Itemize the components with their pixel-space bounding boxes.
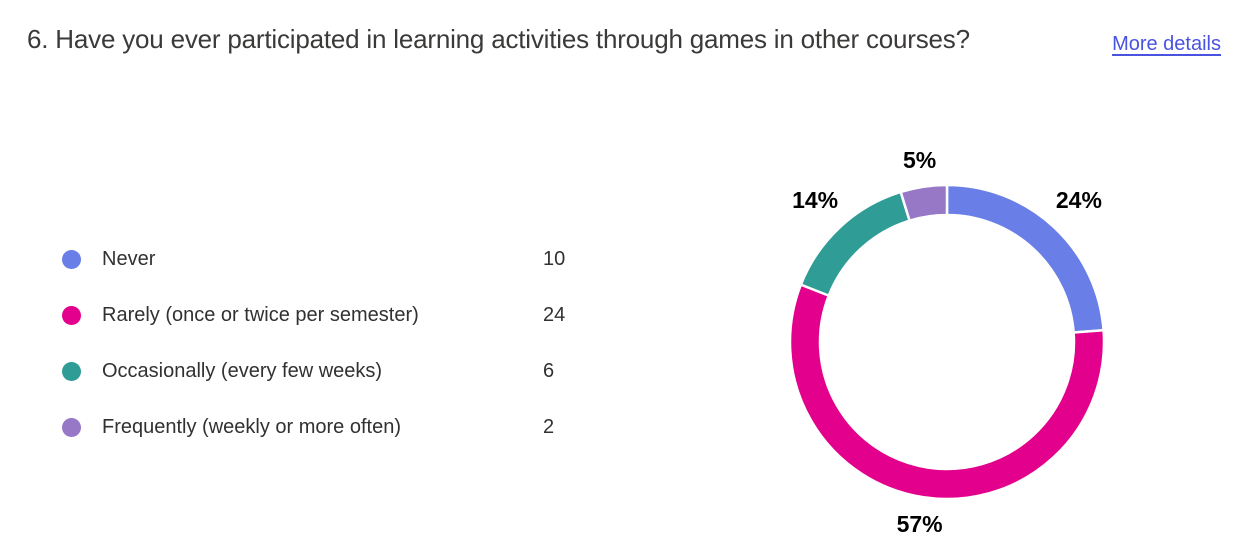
legend-color-dot <box>62 417 81 437</box>
donut-percent-label: 5% <box>903 147 936 173</box>
question-title: 6. Have you ever participated in learnin… <box>27 24 970 54</box>
chart-legend: Never 10 Rarely (once or twice per semeste… <box>62 231 622 455</box>
legend-color-dot <box>62 249 81 269</box>
legend-value: 10 <box>543 247 566 270</box>
legend-color-dot <box>62 361 81 381</box>
legend-value: 2 <box>543 415 555 438</box>
legend-item: Never 10 <box>62 231 622 287</box>
legend-label: Never <box>102 247 156 270</box>
donut-percent-label: 57% <box>897 511 943 537</box>
legend-value: 24 <box>543 303 566 326</box>
legend-item: Frequently (weekly or more often) 2 <box>62 399 622 455</box>
legend-value: 6 <box>543 359 555 382</box>
legend-label: Occasionally (every few weeks) <box>102 359 383 382</box>
more-details-link[interactable]: More details <box>1112 33 1221 55</box>
legend-label: Frequently (weekly or more often) <box>102 415 402 438</box>
legend-label: Rarely (once or twice per semester) <box>102 303 419 326</box>
legend-color-dot <box>62 305 81 325</box>
donut-percent-label: 24% <box>1056 187 1102 213</box>
donut-percent-label: 14% <box>792 187 838 213</box>
legend-item: Occasionally (every few weeks) 6 <box>62 343 622 399</box>
donut-segment-1[interactable] <box>788 283 1106 501</box>
legend-item: Rarely (once or twice per semester) 24 <box>62 287 622 343</box>
donut-segment-3[interactable] <box>899 183 949 222</box>
